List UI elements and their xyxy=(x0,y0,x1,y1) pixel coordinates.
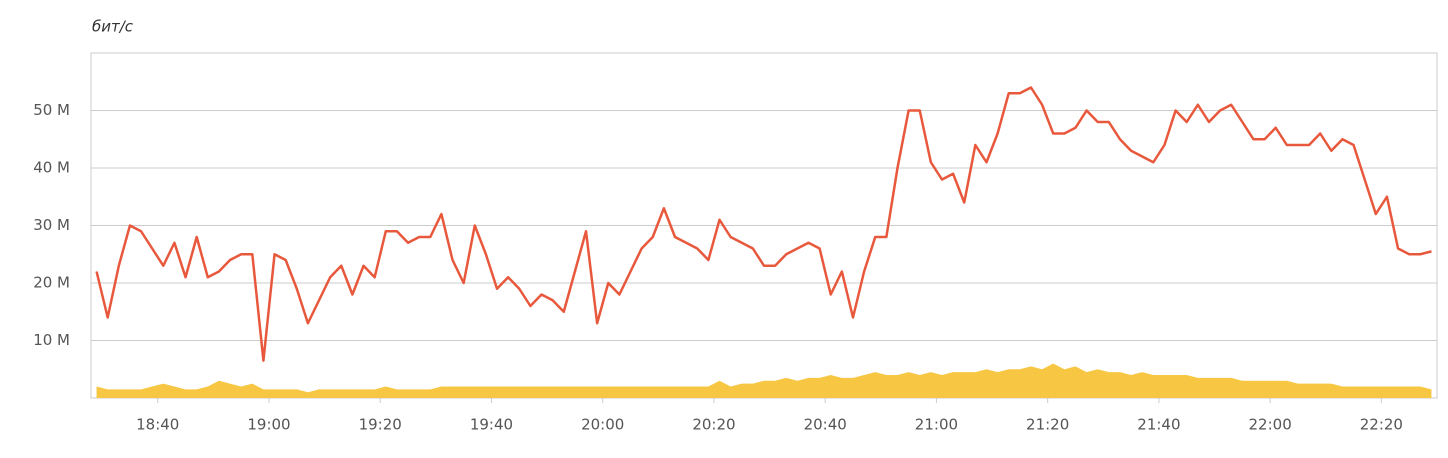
x-tick-label: 21:20 xyxy=(1026,416,1069,434)
x-tick-label: 21:40 xyxy=(1137,416,1180,434)
y-tick-label: 40 M xyxy=(33,159,70,177)
x-tick-label: 20:40 xyxy=(804,416,847,434)
x-tick-label: 20:00 xyxy=(581,416,624,434)
x-tick-label: 18:40 xyxy=(136,416,179,434)
x-tick-label: 19:40 xyxy=(470,416,513,434)
x-tick-label: 19:00 xyxy=(247,416,290,434)
x-tick-label: 22:00 xyxy=(1249,416,1292,434)
y-tick-label: 10 M xyxy=(33,331,70,349)
x-tick-label: 19:20 xyxy=(359,416,402,434)
x-tick-label: 20:20 xyxy=(692,416,735,434)
y-unit: бит/с xyxy=(92,18,134,36)
y-tick-label: 20 M xyxy=(33,274,70,292)
traffic-area xyxy=(96,363,1432,398)
y-tick-label: 50 M xyxy=(33,101,70,119)
x-tick-label: 22:20 xyxy=(1360,416,1403,434)
x-tick-label: 21:00 xyxy=(915,416,958,434)
y-tick-label: 30 M xyxy=(33,216,70,234)
traffic-line xyxy=(95,86,1432,362)
